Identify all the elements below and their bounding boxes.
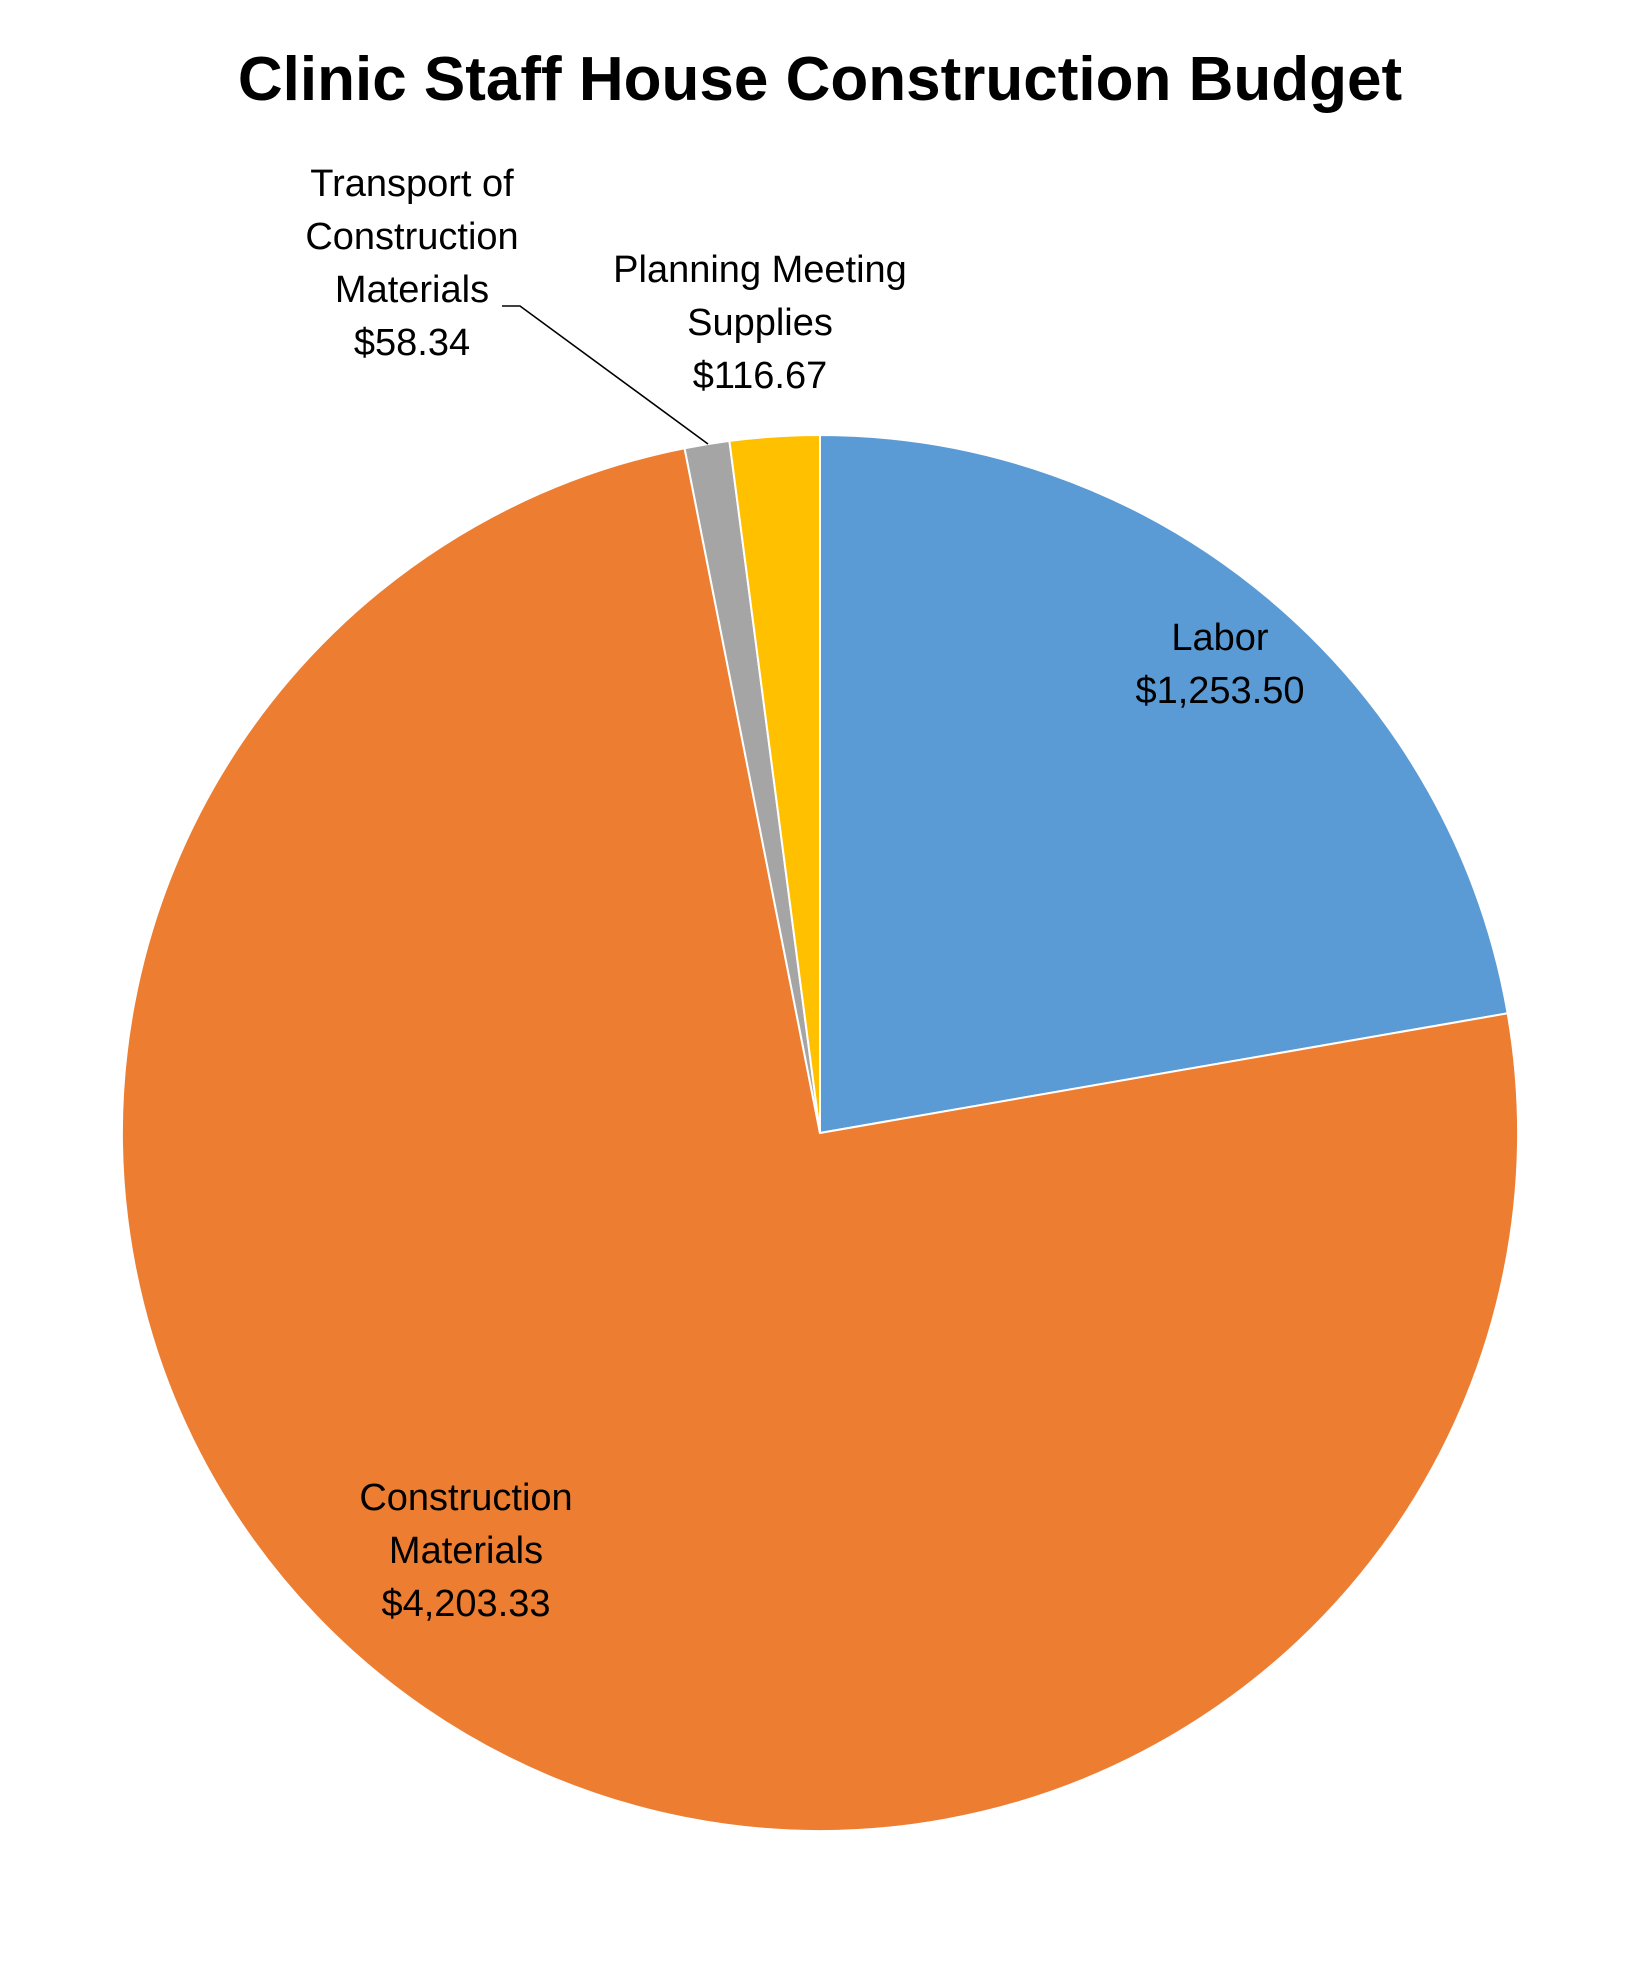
data-label-3: Planning Meeting Supplies $116.67: [613, 249, 907, 397]
data-label-category: Construction: [305, 216, 518, 258]
data-label-category: Transport of: [310, 163, 514, 205]
pie-slice-3: [728, 433, 821, 1134]
data-label-category: Supplies: [687, 302, 833, 344]
pie-slice-0: [819, 433, 1509, 1135]
data-label-0: Labor $1,253.50: [1135, 617, 1304, 712]
data-label-category: Construction: [359, 1477, 572, 1519]
data-labels: Labor $1,253.50 Construction Materials $4,20…: [305, 163, 1304, 1625]
data-label-value: $116.67: [693, 355, 828, 397]
data-label-value: $4,203.33: [381, 1583, 550, 1625]
data-label-value: $1,253.50: [1135, 670, 1304, 712]
data-label-category: Planning Meeting: [613, 249, 907, 291]
chart-title: Clinic Staff House Construction Budget: [238, 45, 1402, 114]
pie-slices: [121, 433, 1519, 1832]
pie-slice-1: [121, 447, 1519, 1832]
data-label-category: Materials: [389, 1530, 543, 1572]
leader-line-2: [502, 305, 709, 445]
data-label-2: Transport of Construction Materials $58.34: [305, 163, 518, 364]
data-label-value: $58.34: [354, 322, 470, 364]
leader-lines: [502, 305, 709, 445]
data-label-1: Construction Materials $4,203.33: [359, 1477, 572, 1625]
data-label-category: Labor: [1171, 617, 1269, 659]
data-label-category: Materials: [335, 269, 489, 311]
